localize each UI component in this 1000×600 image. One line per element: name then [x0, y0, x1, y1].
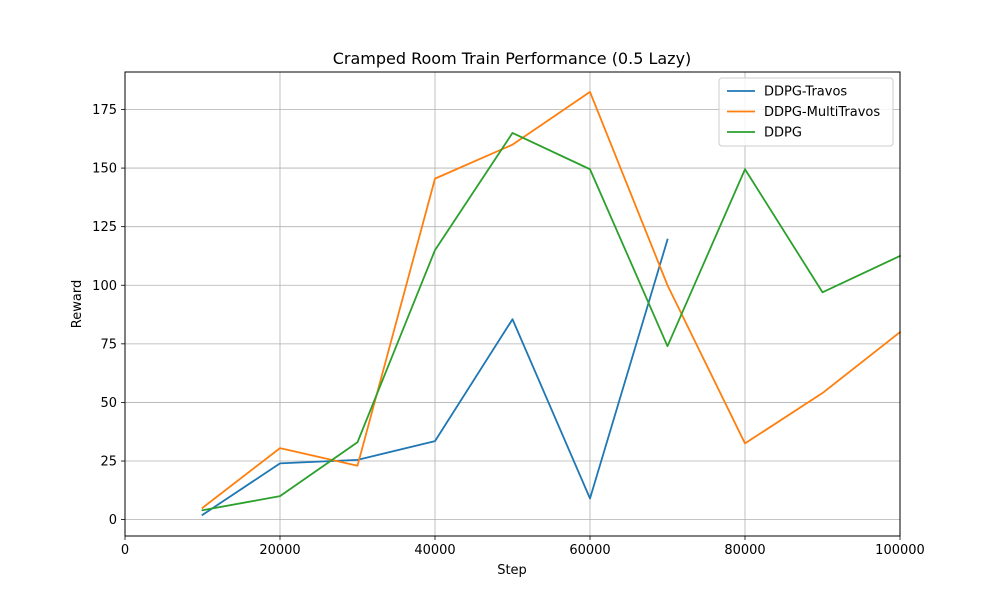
legend-label-ddpg-travos: DDPG-Travos — [764, 85, 847, 100]
series-line-ddpg-travos — [201, 238, 669, 517]
legend-label-ddpg: DDPG — [764, 126, 802, 141]
y-tick-label: 75 — [100, 337, 117, 352]
series-lines — [201, 91, 902, 517]
grid — [124, 72, 901, 536]
x-tick-label: 60000 — [569, 543, 610, 558]
x-tick-label: 40000 — [414, 543, 455, 558]
y-axis-label: Reward — [70, 280, 85, 328]
plot-frame — [124, 71, 901, 537]
legend-label-ddpg-multitravos: DDPG-MultiTravos — [764, 105, 880, 120]
y-tick-label: 50 — [100, 396, 117, 411]
x-axis: 0 20000 40000 60000 80000 100000 — [121, 536, 925, 558]
legend-box — [718, 77, 894, 147]
y-tick-label: 125 — [92, 220, 117, 235]
x-tick-label: 100000 — [875, 543, 925, 558]
series-line-ddpg-multitravos — [201, 91, 902, 510]
x-axis-label: Step — [497, 563, 527, 578]
y-tick-label: 100 — [92, 279, 117, 294]
x-tick-label: 20000 — [259, 543, 300, 558]
y-tick-label: 175 — [92, 103, 117, 118]
chart-title: Cramped Room Train Performance (0.5 Lazy… — [333, 49, 692, 68]
y-tick-label: 150 — [92, 162, 117, 177]
series-line-ddpg — [201, 132, 902, 512]
y-tick-label: 0 — [109, 513, 117, 528]
x-tick-label: 80000 — [724, 543, 765, 558]
y-tick-label: 25 — [100, 455, 117, 470]
legend: DDPG-Travos DDPG-MultiTravos DDPG — [718, 77, 894, 147]
x-tick-label: 0 — [121, 543, 129, 558]
y-axis: 0 25 50 75 100 125 150 175 — [92, 103, 125, 528]
